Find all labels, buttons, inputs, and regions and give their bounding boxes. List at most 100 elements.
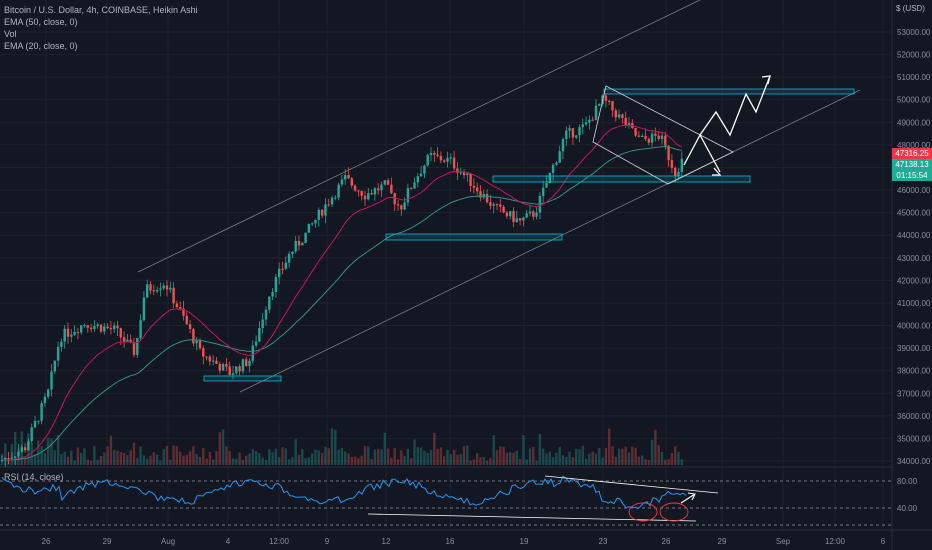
candle-body: [558, 151, 561, 163]
candle-body: [320, 209, 324, 216]
candle-body: [535, 212, 538, 217]
candle-body: [400, 205, 403, 210]
candle-body: [281, 268, 284, 270]
volume-bar: [202, 447, 205, 465]
candle-body: [159, 288, 162, 290]
candle-body: [264, 309, 268, 320]
candle-body: [113, 325, 116, 330]
candle-body: [215, 360, 218, 364]
currency-label[interactable]: $ (USD): [896, 4, 925, 13]
volume-bar: [14, 431, 17, 465]
candle-body: [565, 130, 568, 140]
candle-body: [86, 325, 89, 328]
volume-bar: [525, 459, 528, 465]
candle-body: [241, 359, 245, 372]
candle-body: [109, 328, 113, 330]
price-tick-label: 46000.00: [897, 186, 931, 195]
rsi-arrow: [680, 493, 696, 504]
volume-bar: [63, 451, 66, 465]
candle-body: [548, 172, 551, 184]
candle-body: [248, 360, 251, 366]
candle-body: [271, 291, 274, 297]
candle-body: [680, 158, 683, 172]
candle-body: [410, 188, 413, 190]
volume-bar: [99, 456, 103, 465]
volume-bar: [53, 450, 56, 465]
volume-bar: [208, 451, 212, 465]
candle-body: [198, 340, 202, 349]
volume-bar: [558, 446, 561, 465]
candle-body: [340, 179, 344, 185]
candle-body: [76, 331, 80, 333]
candle-body: [188, 324, 192, 330]
volume-bar: [598, 447, 601, 465]
candle-body: [258, 328, 261, 342]
vol-label[interactable]: Vol: [4, 29, 17, 39]
volume-bar: [221, 429, 225, 465]
ema-20-label[interactable]: EMA (20, close, 0): [4, 41, 78, 51]
candle-body: [502, 206, 505, 213]
volume-bar: [436, 448, 439, 465]
candle-body: [268, 296, 271, 310]
volume-bar: [337, 449, 340, 465]
volume-bar: [578, 449, 581, 465]
candle-body: [363, 195, 367, 200]
candle-body: [136, 337, 139, 355]
volume-bar: [568, 451, 571, 465]
close-price-tag: 47138.13 01:15:54: [892, 159, 932, 181]
candle-body: [27, 441, 30, 451]
volume-bar: [446, 449, 449, 465]
rsi-label[interactable]: RSI (14, close): [4, 472, 64, 482]
rsi-circle-2: [659, 502, 689, 522]
candle-body: [172, 287, 175, 304]
candle-body: [495, 204, 499, 206]
volume-bar: [47, 438, 50, 465]
time-tick-label: Aug: [161, 537, 175, 546]
volume-bar: [518, 458, 522, 465]
volume-bar: [383, 432, 386, 465]
candle-body: [185, 315, 188, 325]
volume-bar: [403, 456, 406, 465]
candle-body: [390, 184, 393, 194]
volume-bar: [367, 446, 370, 465]
volume-bar: [314, 449, 317, 465]
volume-bar: [33, 454, 37, 465]
candle-body: [505, 212, 509, 217]
volume-bar: [225, 446, 228, 465]
candle-body: [627, 123, 631, 126]
candle-body: [132, 342, 136, 355]
volume-bar: [96, 459, 99, 465]
volume-bar: [340, 448, 344, 465]
volume-bar: [60, 453, 63, 465]
volume-bar: [667, 458, 670, 465]
candle-body: [654, 133, 657, 136]
symbol-title[interactable]: Bitcoin / U.S. Dollar, 4h, COINBASE, Hei…: [4, 5, 198, 15]
volume-bar: [142, 455, 146, 465]
candle-body: [604, 95, 608, 101]
volume-bar: [172, 445, 175, 465]
volume-bar: [235, 459, 238, 465]
volume-bar: [515, 450, 518, 465]
volume-bar: [30, 442, 33, 465]
volume-bar: [241, 459, 245, 465]
volume-bar: [380, 449, 383, 465]
support-zone-3: [492, 175, 751, 183]
legend: Bitcoin / U.S. Dollar, 4h, COINBASE, Hei…: [4, 4, 198, 52]
ema-50-label[interactable]: EMA (50, close, 0): [4, 17, 78, 27]
candle-body: [611, 101, 614, 111]
volume-bar: [459, 453, 462, 465]
rsi-circle-1: [628, 502, 658, 522]
candle-body: [284, 262, 287, 269]
candle-body: [469, 173, 472, 186]
volume-bar: [297, 454, 301, 465]
volume-bar: [268, 449, 271, 465]
volume-bar: [443, 456, 446, 465]
candle-body: [617, 114, 621, 118]
price-tick-label: 51000.00: [897, 73, 931, 82]
volume-bar: [406, 448, 410, 465]
candle-body: [426, 154, 429, 166]
candle-body: [499, 204, 502, 207]
volume-bar: [238, 452, 241, 465]
candle-body: [380, 184, 383, 191]
